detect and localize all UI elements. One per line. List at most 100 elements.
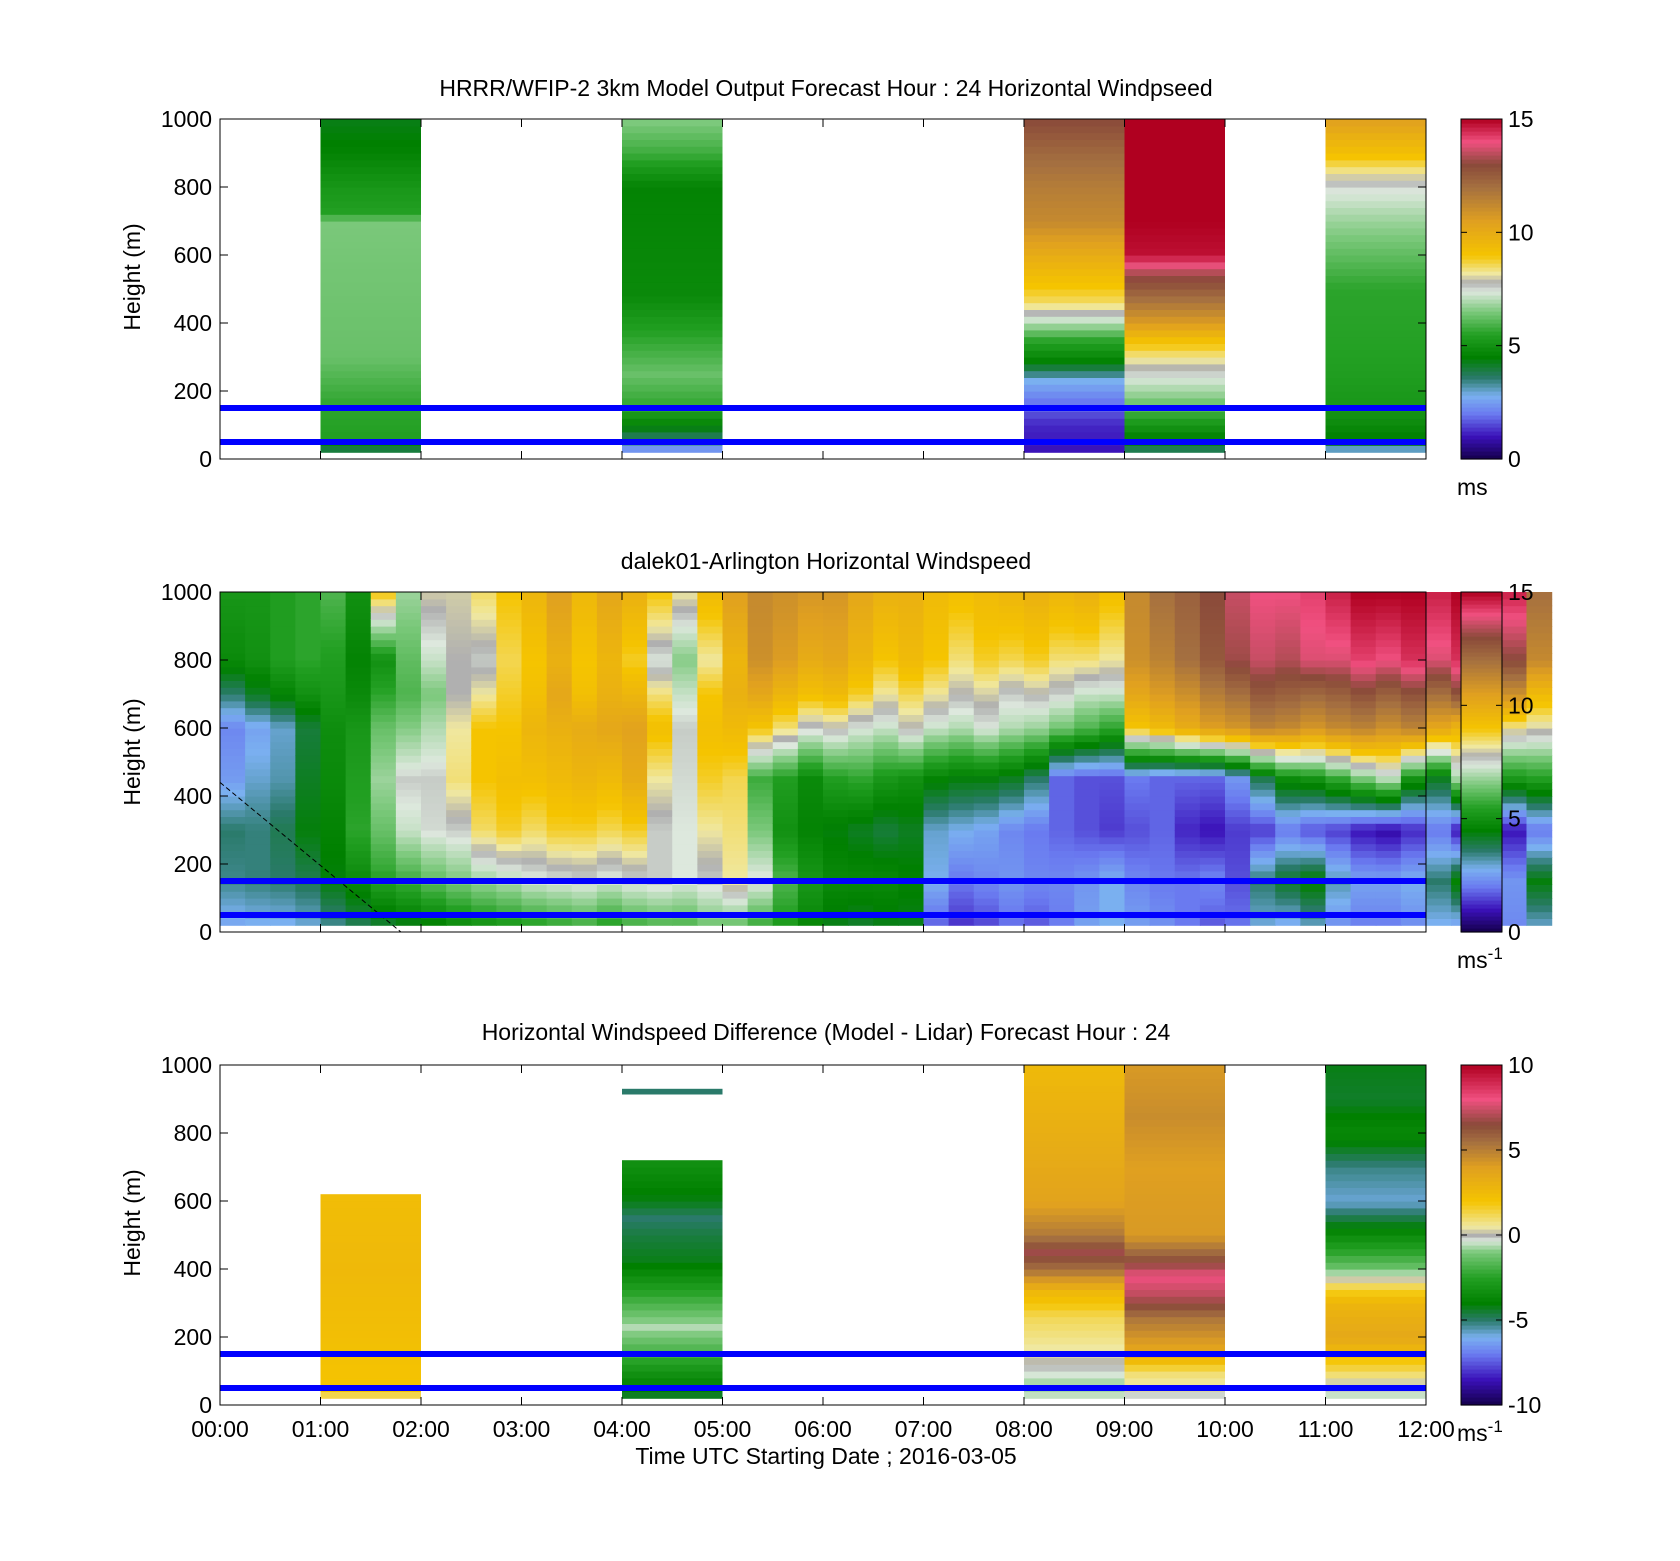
heatmap-cell xyxy=(647,775,673,783)
colorbar-segment xyxy=(1461,820,1502,825)
heatmap-cell xyxy=(1024,241,1125,249)
heatmap-cell xyxy=(722,592,749,600)
heatmap-cell xyxy=(1099,592,1126,600)
heatmap-cell xyxy=(1049,714,1075,722)
heatmap-cell xyxy=(873,898,899,906)
heatmap-cell xyxy=(1250,789,1276,797)
heatmap-cell xyxy=(471,666,497,675)
heatmap-cell xyxy=(421,673,447,681)
heatmap-cell xyxy=(647,850,673,858)
heatmap-cell xyxy=(1074,836,1100,845)
heatmap-cell xyxy=(948,857,975,865)
heatmap-cell xyxy=(245,816,271,824)
colorbar-segment xyxy=(1461,247,1502,252)
colorbar-segment xyxy=(1461,704,1502,709)
heatmap-cell xyxy=(772,687,799,695)
heatmap-cell xyxy=(747,789,774,797)
colorbar-segment xyxy=(1461,367,1502,372)
heatmap-cell xyxy=(1325,870,1352,879)
heatmap-cell xyxy=(471,728,497,736)
colorbar-segment xyxy=(1461,1145,1502,1150)
colorbar-segment xyxy=(1461,676,1502,681)
heatmap-cell xyxy=(672,626,698,634)
heatmap-cell xyxy=(345,864,372,872)
heatmap-cell xyxy=(370,755,397,763)
heatmap-cell xyxy=(1225,598,1251,607)
heatmap-cell xyxy=(496,721,523,729)
heatmap-cell xyxy=(898,898,925,906)
colorbar-segment xyxy=(1461,880,1502,885)
heatmap-cell xyxy=(521,748,548,756)
heatmap-cell xyxy=(722,721,749,729)
heatmap-cell xyxy=(345,626,372,634)
heatmap-cell xyxy=(245,646,271,654)
heatmap-cell xyxy=(521,646,548,654)
colorbar-segment xyxy=(1461,1205,1502,1210)
heatmap-cell xyxy=(245,782,271,790)
heatmap-cell xyxy=(295,918,322,926)
heatmap-cell xyxy=(697,755,724,763)
heatmap-cell xyxy=(471,632,497,641)
heatmap-cell xyxy=(622,1357,723,1365)
heatmap-cell xyxy=(1225,857,1251,865)
heatmap-cell xyxy=(1400,673,1427,681)
heatmap-cell xyxy=(446,843,472,851)
heatmap-cell xyxy=(672,687,698,695)
heatmap-cell xyxy=(1325,295,1426,304)
heatmap-cell xyxy=(973,592,1000,600)
heatmap-cell xyxy=(622,1088,723,1092)
heatmap-cell xyxy=(1501,687,1528,695)
heatmap-cell xyxy=(1325,363,1426,372)
heatmap-cell xyxy=(220,775,246,783)
heatmap-cell xyxy=(622,700,648,709)
heatmap-cell xyxy=(1225,605,1251,613)
heatmap-cell xyxy=(1375,666,1402,675)
heatmap-cell xyxy=(1124,694,1151,702)
heatmap-cell xyxy=(1501,782,1528,790)
heatmap-cell xyxy=(973,870,1000,879)
heatmap-cell xyxy=(345,748,372,756)
heatmap-cell xyxy=(898,741,925,749)
heatmap-cell xyxy=(1124,1071,1225,1080)
heatmap-cell xyxy=(923,626,950,634)
heatmap-cell xyxy=(521,850,548,858)
heatmap-cell xyxy=(571,714,598,722)
heatmap-cell xyxy=(772,836,799,845)
heatmap-cell xyxy=(1350,605,1377,613)
heatmap-cell xyxy=(1501,721,1528,729)
heatmap-cell xyxy=(546,680,573,688)
colorbar-segment xyxy=(1461,323,1502,328)
lidar-profile xyxy=(672,592,698,926)
heatmap-cell xyxy=(295,598,322,607)
colorbar-segment xyxy=(1461,672,1502,677)
heatmap-cell xyxy=(1250,857,1276,865)
heatmap-cell xyxy=(722,884,749,892)
heatmap-cell xyxy=(1275,666,1301,675)
heatmap-cell xyxy=(772,775,799,783)
heatmap-cell xyxy=(923,734,950,743)
heatmap-cell xyxy=(797,741,824,749)
heatmap-cell xyxy=(1250,802,1276,811)
heatmap-cell xyxy=(772,802,799,811)
heatmap-cell xyxy=(622,350,723,358)
heatmap-cell xyxy=(747,884,774,892)
heatmap-cell xyxy=(898,714,925,722)
heatmap-cell xyxy=(948,721,975,729)
heatmap-cell xyxy=(672,714,698,722)
heatmap-cell xyxy=(873,891,899,899)
heatmap-cell xyxy=(345,687,372,695)
lidar-profile xyxy=(395,592,422,926)
heatmap-cell xyxy=(1526,911,1553,919)
heatmap-cell xyxy=(898,904,925,913)
heatmap-cell xyxy=(345,646,372,654)
heatmap-cell xyxy=(622,673,648,681)
heatmap-cell xyxy=(1199,632,1226,641)
heatmap-cell xyxy=(421,694,447,702)
colorbar-segment xyxy=(1461,1101,1502,1106)
heatmap-cell xyxy=(521,666,548,675)
heatmap-cell xyxy=(772,884,799,892)
heatmap-cell xyxy=(1225,646,1251,654)
colorbar-segment xyxy=(1461,1209,1502,1214)
heatmap-cell xyxy=(295,687,322,695)
